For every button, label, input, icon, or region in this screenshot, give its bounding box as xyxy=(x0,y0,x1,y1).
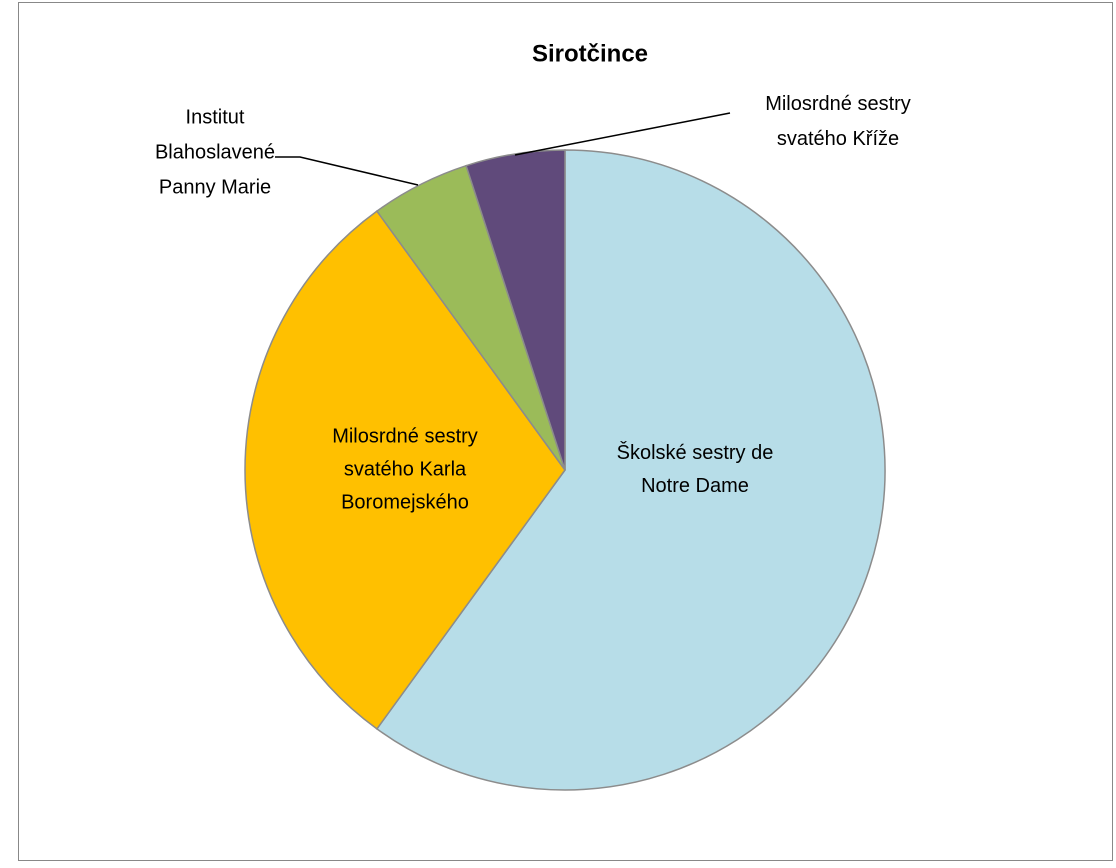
pie-slice xyxy=(465,149,566,471)
pie-slice xyxy=(244,210,566,730)
slice-label: Milosrdné sestry xyxy=(332,425,478,447)
chart-title: Sirotčince xyxy=(532,40,648,67)
slice-label: Boromejského xyxy=(341,491,469,513)
slice-label: Milosrdné sestry xyxy=(765,93,911,115)
slice-label: Panny Marie xyxy=(159,176,271,198)
leader-line xyxy=(275,156,419,186)
slice-label: svatého Kříže xyxy=(777,128,899,150)
slice-label: svatého Karla xyxy=(344,458,467,480)
slice-label: Notre Dame xyxy=(641,475,749,497)
pie-slice xyxy=(375,149,886,791)
slice-label: Blahoslavené xyxy=(155,141,275,163)
leader-line xyxy=(514,112,731,156)
slice-label: Institut xyxy=(186,106,245,128)
slice-label: Školské sestry de xyxy=(617,441,774,464)
